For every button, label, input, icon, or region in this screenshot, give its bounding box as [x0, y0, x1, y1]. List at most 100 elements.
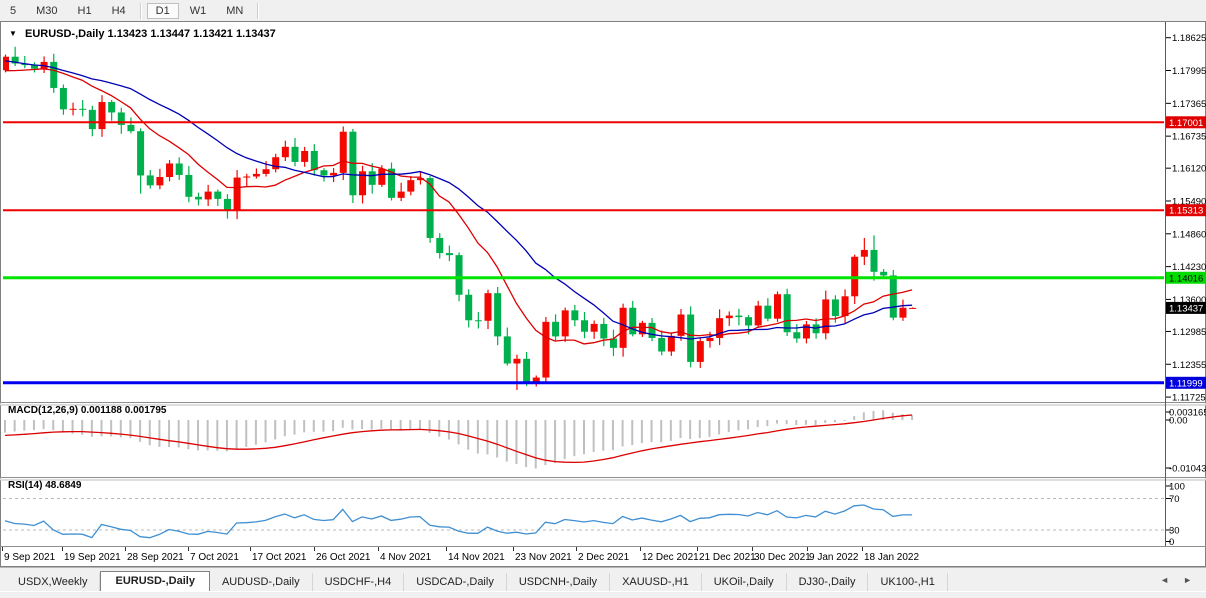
candle-body [764, 305, 772, 319]
macd-histogram-bar [274, 420, 277, 440]
candle-body [137, 131, 145, 176]
tf-button-mn[interactable]: MN [226, 4, 244, 17]
date-label: 28 Sep 2021 [127, 552, 184, 563]
macd-histogram-bar [515, 420, 518, 464]
macd-histogram-bar [486, 420, 489, 455]
candle-body [880, 271, 888, 276]
tf-button-m5[interactable]: 5 [10, 4, 17, 17]
macd-histogram-bar [573, 420, 576, 457]
tab-audusd-daily[interactable]: AUDUSD-,Daily [210, 573, 313, 592]
tab-xauusd-h1[interactable]: XAUUSD-,H1 [610, 573, 702, 592]
macd-histogram-bar [843, 420, 846, 421]
rsi-line [4, 504, 913, 539]
macd-axis-label: 0.00 [1169, 416, 1188, 427]
candle-body [59, 87, 67, 110]
macd-histogram-bar [785, 420, 788, 425]
symbol-tabbar: USDX,Weekly EURUSD-,Daily AUDUSD-,Daily … [0, 567, 1206, 592]
price-badge [1166, 271, 1206, 284]
candle-body [426, 178, 434, 238]
candle-body [677, 314, 685, 336]
tf-button-h4[interactable]: H4 [111, 4, 126, 17]
candle-body [532, 377, 540, 383]
candle-body [590, 323, 598, 332]
price-axis-label: 1.14860 [1172, 229, 1206, 240]
macd-histogram-bar [428, 420, 431, 433]
candle-body [388, 168, 395, 198]
candle-body [359, 171, 367, 196]
tab-scroll-right-icon[interactable]: ► [1183, 575, 1192, 585]
tf-button-m30[interactable]: M30 [36, 4, 58, 17]
main-price-panel [3, 46, 1164, 391]
candle-body [754, 305, 762, 326]
dropdown-arrow-icon[interactable]: ▼ [9, 29, 17, 38]
tab-ukoil-daily[interactable]: UKOil-,Daily [702, 573, 787, 592]
price-badge [1166, 116, 1206, 129]
macd-name: MACD(12,26,9) [8, 405, 79, 416]
candle-body [619, 307, 627, 348]
tab-usdcnh-daily[interactable]: USDCNH-,Daily [507, 573, 611, 592]
macd-histogram-bar [756, 420, 759, 428]
candle-body [243, 176, 251, 178]
candle-body [774, 294, 781, 319]
candle-body [262, 169, 270, 174]
ma-slow-line [4, 60, 913, 340]
tab-eurusd-daily[interactable]: EURUSD-,Daily [100, 571, 210, 592]
candle-body [581, 320, 588, 332]
tab-uk100-h1[interactable]: UK100-,H1 [868, 573, 948, 592]
date-label: 18 Jan 2022 [864, 552, 919, 563]
macd-indicator-label: MACD(12,26,9) 0.001188 0.001795 [8, 405, 166, 416]
macd-histogram-bar [370, 420, 373, 430]
macd-histogram-bar [312, 420, 315, 432]
date-label: 19 Sep 2021 [64, 552, 121, 563]
candle-body [98, 102, 106, 130]
rsi-axis-label: 70 [1169, 494, 1180, 505]
tf-button-d1[interactable]: D1 [146, 2, 179, 19]
macd-histogram-bar [139, 420, 142, 442]
chart-window-border [0, 21, 1206, 567]
macd-histogram-bar [283, 420, 286, 437]
candle-body [793, 332, 801, 339]
tab-usdx-weekly[interactable]: USDX,Weekly [6, 573, 101, 592]
price-axis-label: 1.16120 [1172, 164, 1206, 175]
candle-body [252, 173, 260, 177]
candle-body [783, 294, 791, 333]
macd-histogram-bar [13, 420, 16, 432]
rsi-axis-label: 30 [1169, 526, 1180, 537]
macd-histogram-bar [225, 420, 228, 452]
macd-signal-line [4, 414, 913, 464]
tf-button-h1[interactable]: H1 [77, 4, 92, 17]
macd-histogram-bar [418, 420, 421, 430]
candle-body [725, 315, 733, 319]
tf-button-w1[interactable]: W1 [189, 4, 207, 17]
macd-current-values: 0.001188 0.001795 [80, 405, 167, 416]
macd-histogram-bar [71, 420, 74, 434]
macd-histogram-bar [689, 420, 692, 440]
tab-usdcad-daily[interactable]: USDCAD-,Daily [404, 573, 507, 592]
tab-scroll-left-icon[interactable]: ◄ [1160, 575, 1170, 585]
price-axis-label: 1.18625 [1172, 33, 1206, 44]
macd-histogram-bar [727, 420, 730, 433]
macd-histogram-bar [592, 420, 595, 452]
macd-histogram-bar [110, 420, 113, 437]
price-axis: 1.18625 1.17995 1.17365 1.16735 1.16120 1.154… [1166, 33, 1206, 548]
candle-body [445, 253, 453, 256]
macd-histogram-bar [457, 420, 460, 445]
candle-body [841, 296, 849, 317]
chart-window[interactable]: ▼ EURUSD-,Daily 1.13423 1.13447 1.13421 … [0, 21, 1206, 567]
tab-usdchf-h4[interactable]: USDCHF-,H4 [313, 573, 405, 592]
candle-body [484, 293, 492, 321]
candle-body [609, 338, 617, 348]
macd-histogram-bar [341, 420, 344, 428]
candle-body [812, 324, 820, 334]
candle-body [455, 255, 463, 295]
macd-histogram-bar [583, 420, 585, 455]
tab-dj30-daily[interactable]: DJ30-,Daily [787, 573, 869, 592]
price-badge [1166, 376, 1206, 389]
price-badge-value: 1.14016 [1169, 273, 1203, 284]
macd-histogram-bar [322, 420, 325, 432]
price-chart-canvas[interactable]: 1.18625 1.17995 1.17365 1.16735 1.16120 1.154… [0, 21, 1206, 567]
rsi-axis-label: 0 [1169, 537, 1174, 548]
candle-body [368, 171, 376, 185]
price-axis-label: 1.17365 [1172, 99, 1206, 110]
ma-fast-line [4, 68, 913, 345]
